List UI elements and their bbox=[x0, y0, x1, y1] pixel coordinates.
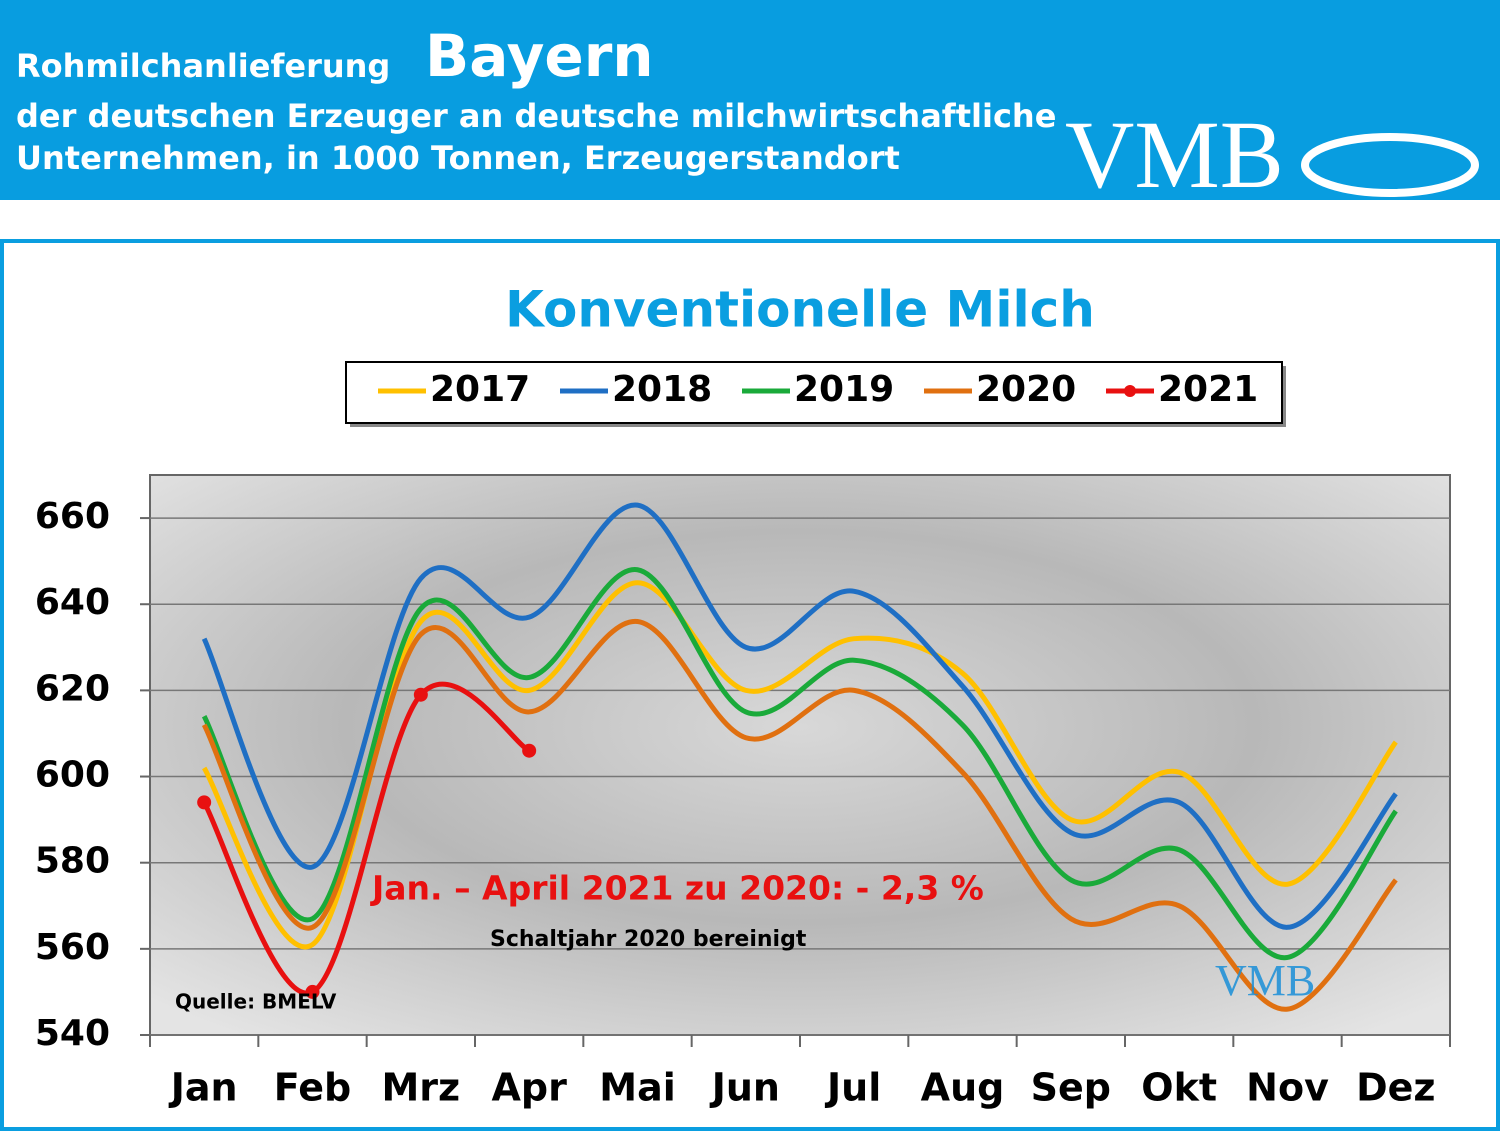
series-marker bbox=[522, 743, 537, 758]
y-tick-label: 640 bbox=[35, 582, 110, 623]
legend-label: 2017 bbox=[430, 369, 530, 410]
x-tick-label: Dez bbox=[1356, 1066, 1435, 1110]
legend-label: 2021 bbox=[1158, 369, 1258, 410]
series-line bbox=[201, 567, 1398, 960]
x-tick-label: Aug bbox=[921, 1066, 1005, 1110]
series-marker bbox=[305, 984, 320, 999]
series-line bbox=[201, 618, 1398, 1012]
series-line bbox=[201, 681, 531, 996]
x-tick-label: Sep bbox=[1031, 1066, 1111, 1110]
annotation-note: Schaltjahr 2020 bereinigt bbox=[490, 927, 807, 952]
y-tick-label: 660 bbox=[35, 496, 110, 537]
header-band bbox=[0, 0, 1500, 200]
legend-label: 2019 bbox=[794, 369, 894, 410]
header-highlight: Bayern bbox=[425, 22, 654, 90]
source: Quelle: BMELV bbox=[175, 990, 337, 1014]
legend-label: 2020 bbox=[976, 369, 1076, 410]
frame bbox=[0, 239, 1500, 1131]
plot-area bbox=[150, 475, 1450, 1035]
y-tick-label: 540 bbox=[35, 1013, 110, 1054]
watermark: VMB bbox=[1215, 956, 1315, 1005]
x-tick-label: Feb bbox=[274, 1066, 351, 1110]
header-line2: der deutschen Erzeuger an deutsche milch… bbox=[16, 97, 1056, 135]
y-tick-label: 600 bbox=[35, 755, 110, 796]
header-line1: Rohmilchanlieferung bbox=[16, 47, 390, 85]
y-tick-label: 620 bbox=[35, 668, 110, 709]
x-tick-label: Jun bbox=[709, 1066, 780, 1110]
legend-label: 2018 bbox=[612, 369, 712, 410]
logo-swoosh bbox=[1301, 133, 1479, 197]
x-tick-label: Jul bbox=[824, 1066, 881, 1110]
x-tick-label: Mrz bbox=[381, 1066, 460, 1110]
x-tick-label: Nov bbox=[1246, 1066, 1329, 1110]
legend-marker bbox=[1124, 385, 1136, 397]
y-tick-label: 580 bbox=[35, 841, 110, 882]
header-line3: Unternehmen, in 1000 Tonnen, Erzeugersta… bbox=[16, 139, 900, 177]
logo: VMB bbox=[1065, 101, 1284, 208]
chart-title: Konventionelle Milch bbox=[505, 281, 1095, 339]
series-marker bbox=[197, 795, 212, 810]
x-tick-label: Mai bbox=[599, 1066, 675, 1110]
x-tick-label: Apr bbox=[491, 1066, 567, 1110]
series-marker bbox=[413, 687, 428, 702]
x-tick-label: Okt bbox=[1141, 1066, 1217, 1110]
x-tick-label: Jan bbox=[168, 1066, 238, 1110]
y-tick-label: 560 bbox=[35, 927, 110, 968]
series-line bbox=[201, 502, 1398, 930]
annotation: Jan. – April 2021 zu 2020: - 2,3 % bbox=[370, 869, 984, 908]
